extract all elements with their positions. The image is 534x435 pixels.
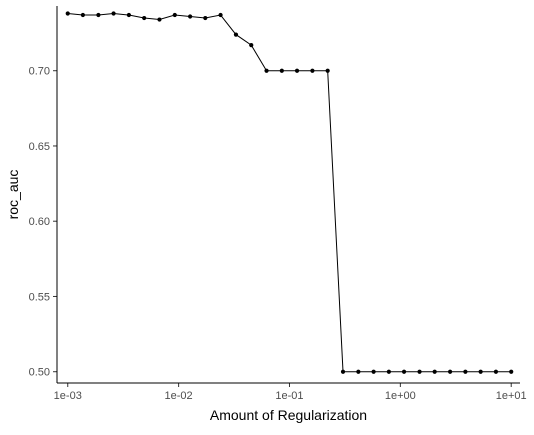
data-point [126, 12, 131, 18]
data-point [447, 369, 453, 374]
data-point [325, 68, 330, 73]
data-point [218, 12, 223, 18]
data-point [401, 369, 407, 374]
data-point [111, 11, 116, 16]
data-point [356, 369, 361, 374]
data-point [96, 12, 101, 18]
data-point [203, 15, 208, 21]
data-point [417, 369, 422, 374]
x-tick-label: 1e+00 [385, 390, 416, 402]
y-axis-ticks: 0.50 0.55 0.60 0.65 0.70 [29, 66, 57, 379]
data-point [249, 43, 254, 48]
y-tick-label: 0.50 [29, 367, 50, 379]
data-point [340, 369, 346, 374]
data-point [478, 369, 483, 374]
data-point [371, 369, 376, 374]
x-tick-label: 1e-03 [54, 390, 82, 402]
x-tick-label: 1e-02 [165, 390, 193, 402]
data-point [188, 14, 193, 19]
data-point [157, 17, 162, 22]
data-point [509, 369, 514, 374]
y-tick-label: 0.60 [29, 216, 50, 228]
y-tick-label: 0.70 [29, 66, 50, 78]
series-line [67, 13, 512, 373]
data-point [386, 369, 391, 374]
data-point [233, 32, 239, 37]
data-point [432, 369, 437, 374]
y-axis-title: roc_auc [5, 170, 21, 220]
data-point [310, 68, 315, 73]
data-point [463, 369, 468, 374]
y-tick-label: 0.55 [29, 291, 50, 303]
data-point [172, 12, 177, 18]
x-axis-title: Amount of Regularization [210, 407, 367, 423]
data-point [264, 68, 269, 73]
data-point [142, 15, 147, 21]
data-point [80, 12, 86, 18]
x-axis-ticks: 1e-03 1e-02 1e-01 1e+00 1e+01 [54, 383, 527, 402]
x-tick-label: 1e-01 [275, 390, 303, 402]
data-point [294, 68, 300, 73]
data-point [65, 11, 70, 16]
data-point [279, 68, 284, 73]
x-tick-label: 1e+01 [496, 390, 527, 402]
data-point [493, 369, 499, 374]
data-points [65, 11, 514, 374]
y-tick-label: 0.65 [29, 141, 50, 153]
